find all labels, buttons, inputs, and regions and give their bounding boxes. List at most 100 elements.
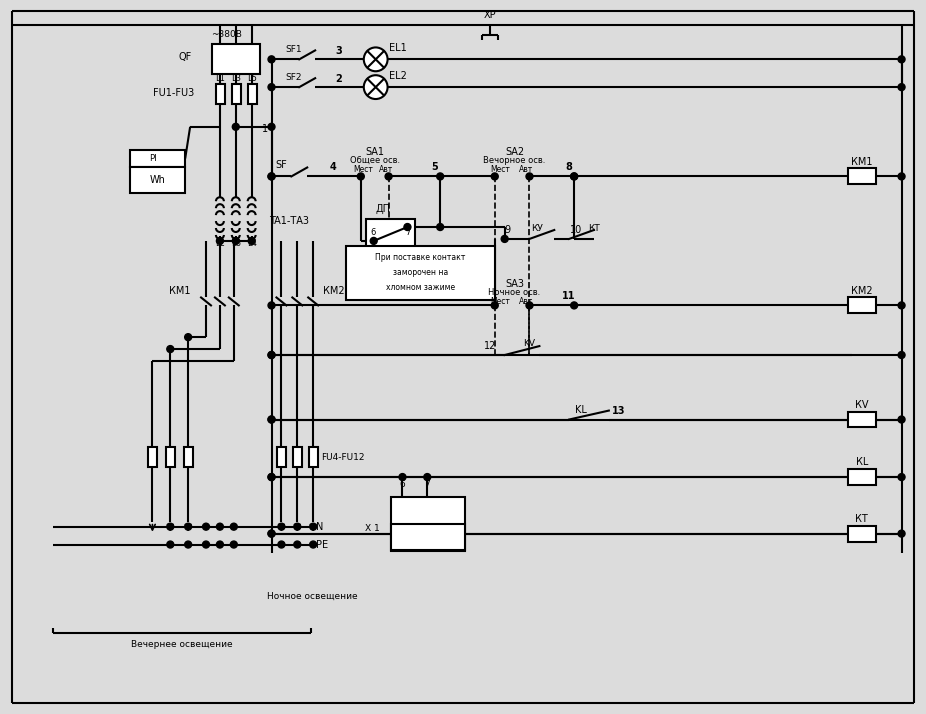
- Bar: [309, 447, 319, 467]
- Text: Ночное осв.: Ночное осв.: [489, 288, 541, 297]
- Circle shape: [385, 173, 392, 180]
- Text: Общее осв.: Общее осв.: [350, 156, 400, 165]
- Bar: [278, 447, 286, 467]
- Text: Мест: Мест: [353, 165, 373, 174]
- Text: SA3: SA3: [505, 278, 524, 288]
- Text: Вечорное осв.: Вечорное осв.: [483, 156, 545, 165]
- Text: 12: 12: [483, 341, 496, 351]
- Circle shape: [268, 302, 275, 309]
- Text: 13: 13: [612, 406, 626, 416]
- Text: 7: 7: [424, 481, 431, 490]
- Text: FU1-FU3: FU1-FU3: [153, 88, 194, 98]
- Text: KV: KV: [523, 338, 535, 348]
- Text: PE: PE: [316, 540, 329, 550]
- Text: ~380В: ~380В: [211, 30, 243, 39]
- Circle shape: [898, 173, 905, 180]
- Circle shape: [570, 173, 578, 180]
- Circle shape: [492, 173, 498, 180]
- Text: 7: 7: [405, 228, 410, 238]
- Circle shape: [184, 541, 192, 548]
- Bar: [848, 298, 876, 313]
- Text: КМ2: КМ2: [323, 286, 344, 296]
- Text: X 1: X 1: [366, 524, 380, 533]
- Bar: [130, 168, 185, 193]
- Text: КТ: КТ: [588, 223, 600, 233]
- Circle shape: [526, 302, 533, 309]
- Bar: [167, 447, 175, 467]
- Text: При поставке контакт: При поставке контакт: [375, 253, 466, 262]
- Circle shape: [217, 523, 223, 530]
- Bar: [346, 246, 494, 301]
- Circle shape: [278, 541, 285, 548]
- Circle shape: [167, 346, 174, 353]
- Bar: [212, 44, 259, 74]
- Circle shape: [526, 173, 533, 180]
- Circle shape: [492, 302, 498, 309]
- Circle shape: [898, 530, 905, 537]
- Circle shape: [364, 47, 388, 71]
- Bar: [848, 411, 876, 428]
- Circle shape: [357, 173, 364, 180]
- Text: хломном зажиме: хломном зажиме: [386, 283, 455, 292]
- Circle shape: [278, 523, 285, 530]
- Text: 2: 2: [335, 74, 343, 84]
- Text: КL: КL: [856, 457, 868, 467]
- Text: КТ: КТ: [856, 514, 869, 524]
- Circle shape: [203, 523, 209, 530]
- Text: 11: 11: [562, 291, 576, 301]
- Circle shape: [437, 173, 444, 180]
- Circle shape: [268, 530, 275, 537]
- Circle shape: [898, 473, 905, 481]
- Circle shape: [217, 238, 223, 244]
- Text: L1: L1: [215, 74, 225, 83]
- Text: KL: KL: [575, 405, 587, 415]
- Text: КУ: КУ: [532, 223, 544, 233]
- Text: Авт: Авт: [519, 297, 533, 306]
- Circle shape: [268, 124, 275, 130]
- Circle shape: [370, 238, 377, 244]
- Circle shape: [268, 56, 275, 63]
- Text: заморочен на: заморочен на: [393, 268, 448, 277]
- Bar: [247, 84, 257, 104]
- Text: SA1: SA1: [365, 146, 384, 156]
- Circle shape: [424, 473, 431, 481]
- Text: 6: 6: [370, 228, 376, 238]
- Circle shape: [364, 75, 388, 99]
- Text: SA2: SA2: [505, 146, 524, 156]
- Text: ХР: ХР: [483, 10, 496, 20]
- Text: Ночное освещение: Ночное освещение: [267, 592, 357, 600]
- Circle shape: [268, 173, 275, 180]
- Circle shape: [268, 473, 275, 481]
- Bar: [391, 523, 465, 550]
- Circle shape: [404, 223, 411, 231]
- Text: Вечернее освещение: Вечернее освещение: [131, 640, 233, 649]
- Text: TA1-ТА3: TA1-ТА3: [269, 216, 309, 226]
- Text: Wh: Wh: [149, 176, 166, 186]
- Bar: [294, 447, 302, 467]
- Bar: [848, 526, 876, 541]
- Text: L2: L2: [215, 239, 225, 248]
- Circle shape: [167, 523, 174, 530]
- Bar: [391, 497, 465, 551]
- Bar: [216, 84, 225, 104]
- Circle shape: [501, 236, 508, 242]
- Circle shape: [268, 416, 275, 423]
- Circle shape: [268, 173, 275, 180]
- Text: SF: SF: [276, 159, 287, 169]
- Text: КМ2: КМ2: [851, 286, 872, 296]
- Circle shape: [268, 351, 275, 358]
- Text: 3: 3: [335, 46, 343, 56]
- Circle shape: [570, 302, 578, 309]
- Text: 1: 1: [261, 124, 268, 134]
- Circle shape: [231, 541, 237, 548]
- Circle shape: [399, 473, 406, 481]
- Text: 5: 5: [431, 163, 438, 173]
- Circle shape: [898, 416, 905, 423]
- Circle shape: [309, 523, 317, 530]
- Circle shape: [294, 523, 301, 530]
- Circle shape: [268, 84, 275, 91]
- Text: QF: QF: [179, 52, 192, 62]
- Text: N: N: [316, 522, 323, 532]
- Text: FU4-FU12: FU4-FU12: [321, 453, 365, 462]
- Bar: [148, 447, 157, 467]
